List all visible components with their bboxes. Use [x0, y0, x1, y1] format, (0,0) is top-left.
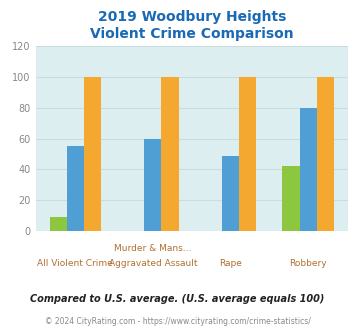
Text: Aggravated Assault: Aggravated Assault — [109, 259, 197, 268]
Text: Compared to U.S. average. (U.S. average equals 100): Compared to U.S. average. (U.S. average … — [30, 294, 325, 304]
Bar — [144, 139, 162, 231]
Bar — [162, 77, 179, 231]
Text: © 2024 CityRating.com - https://www.cityrating.com/crime-statistics/: © 2024 CityRating.com - https://www.city… — [45, 317, 310, 326]
Bar — [84, 77, 101, 231]
Bar — [222, 155, 239, 231]
Bar — [283, 166, 300, 231]
Text: All Violent Crime: All Violent Crime — [37, 259, 113, 268]
Text: Rape: Rape — [219, 259, 242, 268]
Bar — [300, 108, 317, 231]
Bar — [239, 77, 256, 231]
Bar — [50, 217, 67, 231]
Text: Murder & Mans...: Murder & Mans... — [114, 244, 192, 253]
Title: 2019 Woodbury Heights
Violent Crime Comparison: 2019 Woodbury Heights Violent Crime Comp… — [90, 10, 294, 41]
Bar — [317, 77, 334, 231]
Text: Robbery: Robbery — [289, 259, 327, 268]
Bar — [67, 146, 84, 231]
